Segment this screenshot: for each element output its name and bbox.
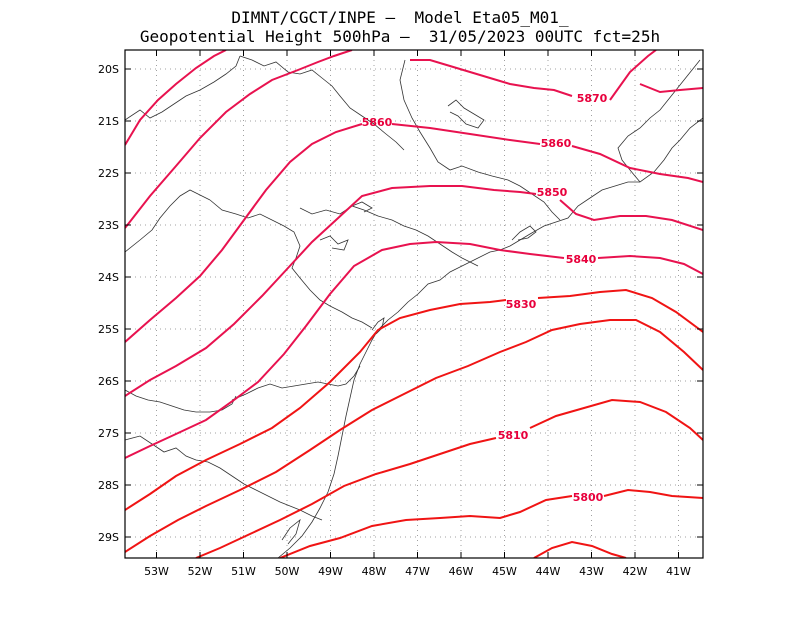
lat-label: 28S: [98, 479, 119, 492]
latitude-labels: 20S 21S 22S 23S 24S 25S 26S 27S 28S 29S: [98, 63, 119, 544]
contour-label: 5860: [541, 137, 572, 150]
reservoir-parana: [351, 201, 373, 213]
contour-line: [125, 50, 227, 146]
contour-line: [125, 50, 353, 229]
lagoon-patos: [281, 518, 301, 545]
lat-label: 20S: [98, 63, 119, 76]
state-border-mg-rj: [617, 59, 701, 183]
state-border-ms-sp: [239, 55, 405, 151]
lat-label: 24S: [98, 271, 119, 284]
contour-line: [125, 240, 565, 459]
contour-label: 5800: [573, 491, 604, 504]
state-border-sp-pr: [299, 205, 479, 267]
lat-label: 22S: [98, 167, 119, 180]
map-frame: [124, 49, 704, 559]
lon-label: 44W: [536, 565, 561, 578]
contour-label: 5850: [537, 186, 568, 199]
lon-label: 43W: [579, 565, 604, 578]
paraguay-border: [125, 389, 237, 413]
lat-label: 21S: [98, 115, 119, 128]
state-border-sc-rs: [125, 435, 323, 521]
title-line-1: DIMNT/CGCT/INPE – Model Eta05_M01_: [231, 8, 569, 27]
lon-label: 50W: [275, 565, 300, 578]
contour-line: [410, 59, 573, 97]
lat-label: 23S: [98, 219, 119, 232]
contour-line: [125, 319, 703, 553]
lon-label: 45W: [492, 565, 517, 578]
lon-label: 46W: [449, 565, 474, 578]
lat-label: 29S: [98, 531, 119, 544]
axis-ticks: [125, 50, 703, 558]
contour-line: [125, 123, 363, 343]
contour-labels: 5870 5860 5860 5850 5840 5830 5810 5800: [362, 92, 608, 504]
contour-label: 5840: [566, 253, 597, 266]
contour-line: [391, 123, 541, 145]
reservoir-itaipu: [319, 235, 349, 251]
lon-label: 53W: [144, 565, 169, 578]
state-border-pr-sc: [231, 365, 361, 401]
contour-line: [609, 50, 657, 101]
lon-label: 41W: [666, 565, 691, 578]
contour-line: [125, 185, 537, 397]
guanabara-bay: [511, 225, 537, 241]
contour-label: 5870: [577, 92, 608, 105]
lat-label: 27S: [98, 427, 119, 440]
contour-label: 5860: [362, 116, 393, 129]
lon-label: 52W: [188, 565, 213, 578]
contour-line: [571, 145, 703, 183]
contour-line: [125, 299, 507, 511]
lat-label: 26S: [98, 375, 119, 388]
contour-label: 5830: [506, 298, 537, 311]
brazil-coastline: [277, 117, 703, 558]
lon-label: 47W: [405, 565, 430, 578]
contour-line: [529, 398, 703, 441]
lon-label: 49W: [318, 565, 343, 578]
lat-label: 25S: [98, 323, 119, 336]
argentina-border: [125, 189, 211, 253]
contour-label: 5810: [498, 429, 529, 442]
longitude-labels: 53W 52W 51W 50W 49W 48W 47W 46W 45W 44W 43W 42W 41W: [144, 565, 691, 578]
reservoir-furnas: [447, 99, 485, 129]
contour-line: [559, 199, 703, 231]
contour-line: [533, 540, 627, 558]
state-border-mg-sp: [399, 59, 561, 221]
height-contours: [125, 50, 703, 558]
lon-label: 42W: [623, 565, 648, 578]
mato-grosso-border: [125, 55, 241, 121]
lon-label: 51W: [231, 565, 256, 578]
contour-line: [195, 437, 497, 558]
contour-line: [603, 488, 703, 499]
contour-line: [279, 495, 573, 558]
contour-line: [537, 288, 703, 333]
title-line-2: Geopotential Height 500hPa – 31/05/2023 …: [139, 27, 661, 46]
lon-label: 48W: [362, 565, 387, 578]
contour-line: [597, 254, 703, 275]
contour-line: [639, 83, 703, 94]
coastline-borders: [125, 55, 703, 558]
